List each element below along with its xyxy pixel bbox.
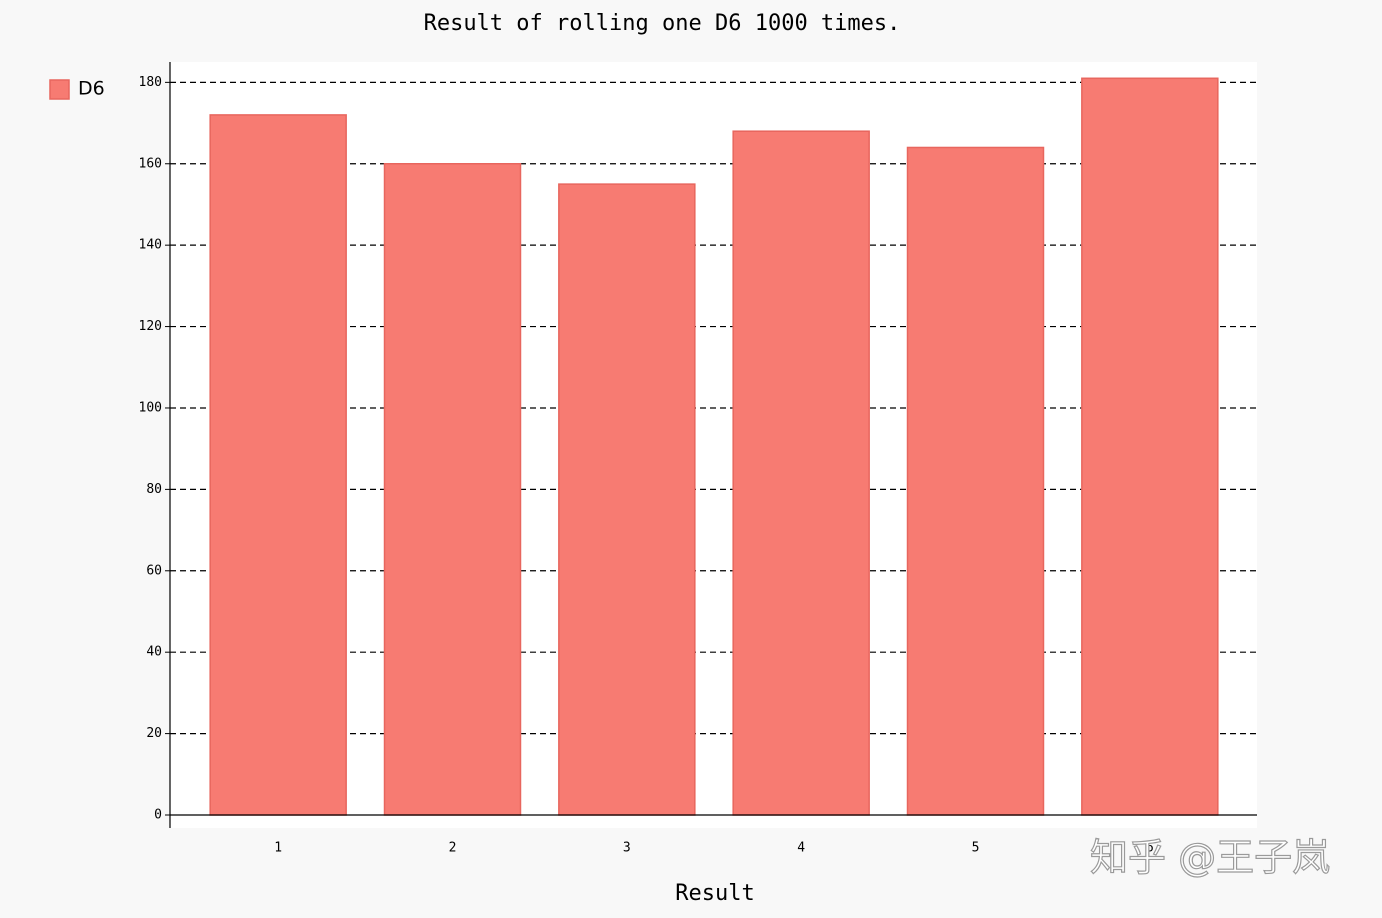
plot-background	[170, 62, 1257, 828]
x-tick-label: 1	[274, 841, 282, 856]
y-tick-label: 40	[146, 645, 162, 660]
labels: 0 20 40 60 80 100 120 140 160 180 1 2 3 4 5 6 D6	[49, 75, 1154, 856]
bar	[383, 163, 522, 816]
legend-swatch	[49, 79, 70, 100]
grid	[165, 81, 1257, 816]
y-tick-label: 60	[146, 563, 162, 578]
x-axis-title: Result	[675, 881, 754, 906]
x-tick-label: 5	[972, 841, 980, 856]
x-tick-label: 4	[797, 841, 805, 856]
bar	[558, 183, 696, 816]
x-tick-label: 2	[449, 841, 457, 856]
x-tick-label: 6	[1146, 841, 1154, 856]
bars	[209, 77, 1219, 816]
bar	[1081, 77, 1219, 816]
y-tick-label: 120	[139, 319, 162, 334]
y-tick-label: 160	[139, 156, 162, 171]
y-tick-label: 0	[154, 808, 162, 823]
y-tick-label: 80	[146, 482, 162, 497]
x-tick-label: 3	[623, 841, 631, 856]
legend-label: D6	[78, 78, 105, 100]
bar	[906, 146, 1045, 816]
bar	[209, 114, 347, 816]
bar	[732, 130, 870, 816]
y-tick-label: 140	[139, 238, 162, 253]
y-tick-label: 100	[139, 400, 162, 415]
watermark: 知乎 @王子岚	[1090, 836, 1330, 880]
y-tick-label: 20	[146, 726, 162, 741]
y-tick-label: 180	[139, 75, 162, 90]
chart-title: Result of rolling one D6 1000 times.	[424, 11, 901, 36]
